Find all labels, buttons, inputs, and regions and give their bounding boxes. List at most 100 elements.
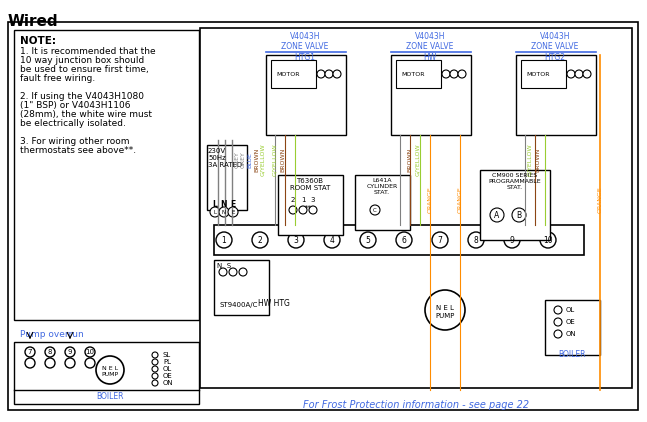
Bar — [278, 175, 343, 235]
Circle shape — [554, 330, 562, 338]
Bar — [200, 28, 632, 388]
Text: 1: 1 — [222, 235, 226, 244]
Circle shape — [396, 232, 412, 248]
Text: N E L: N E L — [102, 366, 118, 371]
Text: N: N — [222, 209, 226, 214]
Text: PUMP: PUMP — [435, 313, 455, 319]
Text: ON: ON — [566, 331, 576, 337]
Circle shape — [228, 207, 238, 217]
Text: 5: 5 — [366, 235, 371, 244]
Text: 3: 3 — [311, 197, 315, 203]
Text: G/YELLOW: G/YELLOW — [527, 143, 532, 176]
Text: HW HTG: HW HTG — [258, 299, 290, 308]
Circle shape — [85, 358, 95, 368]
Bar — [14, 30, 199, 320]
Text: L: L — [213, 200, 217, 209]
Text: BOILER: BOILER — [96, 392, 124, 401]
Text: MOTOR: MOTOR — [276, 71, 300, 76]
Text: BLUE: BLUE — [248, 152, 252, 168]
Text: C: C — [373, 208, 377, 213]
Circle shape — [490, 208, 504, 222]
Circle shape — [65, 358, 75, 368]
Text: ORANGE: ORANGE — [597, 187, 602, 214]
Text: 7: 7 — [437, 235, 443, 244]
Bar — [391, 55, 471, 135]
Circle shape — [85, 347, 95, 357]
Text: GREY: GREY — [234, 151, 239, 168]
Circle shape — [152, 380, 158, 386]
Text: T6360B
ROOM STAT: T6360B ROOM STAT — [290, 178, 330, 191]
Bar — [207, 145, 247, 210]
Text: BROWN: BROWN — [254, 148, 259, 172]
Circle shape — [96, 356, 124, 384]
Text: L: L — [214, 209, 217, 214]
Circle shape — [554, 318, 562, 326]
Text: PL: PL — [163, 359, 171, 365]
Text: V4043H
ZONE VALVE
HTG1: V4043H ZONE VALVE HTG1 — [281, 32, 329, 62]
Circle shape — [288, 232, 304, 248]
Circle shape — [152, 366, 158, 372]
Circle shape — [360, 232, 376, 248]
Bar — [521, 60, 566, 88]
Circle shape — [25, 358, 35, 368]
Text: NOTE:: NOTE: — [20, 36, 56, 46]
Bar — [214, 225, 584, 255]
Circle shape — [325, 70, 333, 78]
Circle shape — [45, 358, 55, 368]
Circle shape — [324, 232, 340, 248]
Bar — [545, 300, 600, 355]
Text: 2: 2 — [291, 197, 295, 203]
Circle shape — [152, 352, 158, 358]
Text: BROWN: BROWN — [281, 148, 285, 172]
Text: MOTOR: MOTOR — [401, 71, 424, 76]
Circle shape — [25, 347, 35, 357]
Text: 9: 9 — [68, 349, 72, 355]
Circle shape — [65, 347, 75, 357]
Text: GREY: GREY — [241, 151, 245, 168]
Bar — [271, 60, 316, 88]
Bar — [396, 60, 441, 88]
Text: G/YELLOW: G/YELLOW — [415, 143, 421, 176]
Text: MOTOR: MOTOR — [526, 71, 549, 76]
Circle shape — [567, 70, 575, 78]
Text: For Frost Protection information - see page 22: For Frost Protection information - see p… — [303, 400, 529, 410]
Circle shape — [583, 70, 591, 78]
Text: OE: OE — [566, 319, 576, 325]
Bar — [214, 260, 269, 315]
Text: PUMP: PUMP — [102, 371, 118, 376]
Text: Wired: Wired — [8, 14, 59, 29]
Circle shape — [432, 232, 448, 248]
Circle shape — [442, 70, 450, 78]
Bar — [266, 55, 346, 135]
Text: V4043H
ZONE VALVE
HW: V4043H ZONE VALVE HW — [406, 32, 454, 62]
Text: (28mm), the white wire must: (28mm), the white wire must — [20, 110, 152, 119]
Bar — [516, 55, 596, 135]
Text: 4: 4 — [329, 235, 334, 244]
Text: 230V
50Hz
3A RATED: 230V 50Hz 3A RATED — [208, 148, 242, 168]
Text: G/YELLOW: G/YELLOW — [272, 143, 278, 176]
Text: 3. For wiring other room: 3. For wiring other room — [20, 137, 129, 146]
Text: G/YELLOW: G/YELLOW — [261, 143, 265, 176]
Text: thermostats see above**.: thermostats see above**. — [20, 146, 136, 155]
Text: fault free wiring.: fault free wiring. — [20, 74, 95, 83]
Circle shape — [152, 373, 158, 379]
Text: BROWN: BROWN — [536, 148, 540, 172]
Circle shape — [458, 70, 466, 78]
Text: 2. If using the V4043H1080: 2. If using the V4043H1080 — [20, 92, 144, 101]
Text: 1. It is recommended that the: 1. It is recommended that the — [20, 47, 156, 56]
Text: E: E — [232, 209, 235, 214]
Text: A: A — [494, 211, 499, 219]
Circle shape — [370, 205, 380, 215]
Text: 10 way junction box should: 10 way junction box should — [20, 56, 144, 65]
Text: ST9400A/C: ST9400A/C — [220, 302, 258, 308]
Circle shape — [317, 70, 325, 78]
Text: E: E — [230, 200, 236, 209]
Circle shape — [333, 70, 341, 78]
Text: 6: 6 — [402, 235, 406, 244]
Circle shape — [289, 206, 297, 214]
Text: 10: 10 — [543, 235, 553, 244]
Text: be electrically isolated.: be electrically isolated. — [20, 119, 126, 128]
Circle shape — [239, 268, 247, 276]
Circle shape — [210, 207, 220, 217]
Text: Pump overrun: Pump overrun — [20, 330, 83, 339]
